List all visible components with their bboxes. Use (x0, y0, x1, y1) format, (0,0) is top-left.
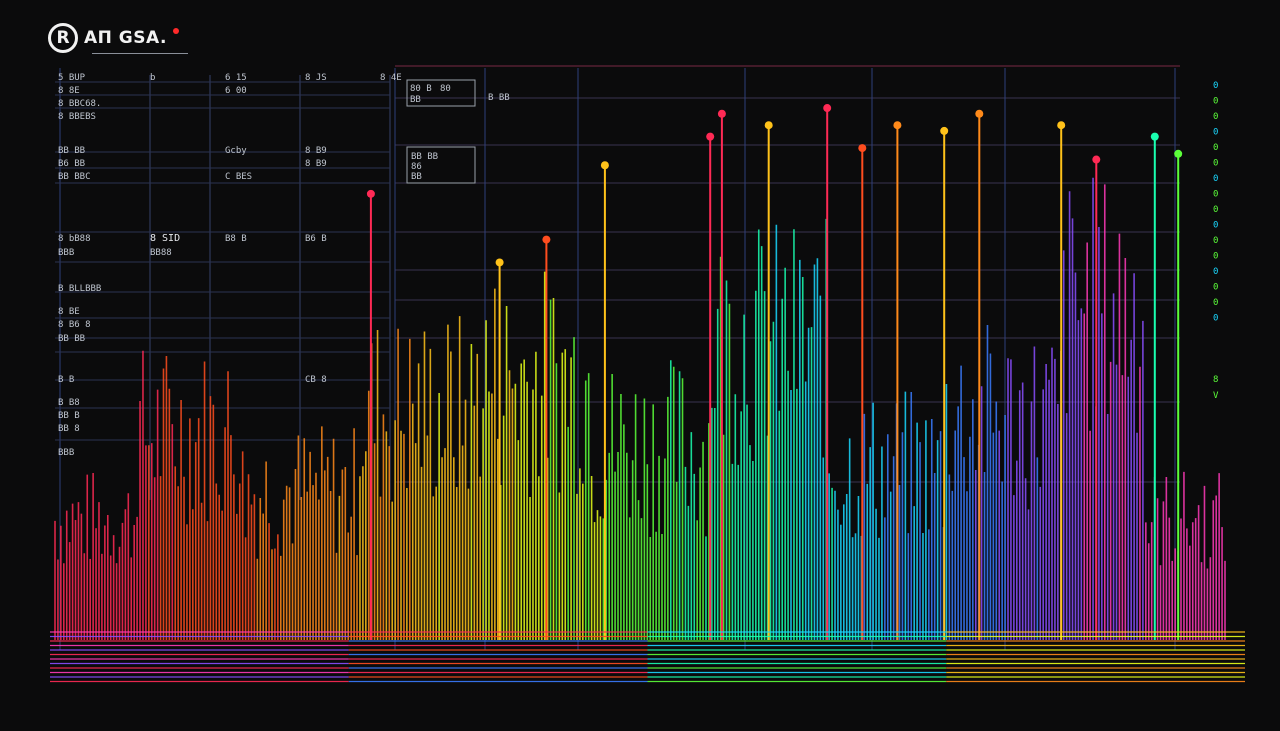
left-panel-label: BBB (58, 248, 74, 258)
info-box (406, 79, 476, 107)
brand-status-dot-icon (172, 28, 179, 34)
right-axis-tick: 0 (1213, 143, 1218, 153)
left-panel-label: 8 8E (58, 86, 80, 96)
left-panel-label: B6 B (305, 234, 327, 244)
left-panel-label: 8 BBEBS (58, 112, 96, 122)
peak-marker (940, 126, 949, 135)
right-axis-tick: 0 (1213, 314, 1218, 324)
left-panel-label: BB BB (58, 334, 85, 344)
left-panel-label: 8 BE (58, 307, 80, 317)
brand-underline (92, 53, 188, 54)
peak-marker (366, 189, 375, 198)
left-panel-label: B6 BB (58, 159, 85, 169)
left-panel-label: B B (58, 375, 74, 385)
left-panel-label: Gcby (225, 146, 247, 156)
left-panel-label: BB BBC (58, 172, 91, 182)
peak-marker (706, 132, 715, 141)
info-box-label: BB (410, 95, 421, 105)
left-panel-label: BB88 (150, 248, 172, 258)
chart-bars (54, 177, 1226, 640)
info-box-label: 80 B (410, 84, 432, 94)
peak-marker (1150, 132, 1159, 141)
chart-peaks (366, 104, 1183, 640)
info-box-label: BB (411, 172, 422, 182)
peak-marker (1174, 149, 1183, 158)
left-panel-label: b (150, 73, 155, 83)
info-box-label: BB BB (411, 152, 438, 162)
peak-marker (717, 109, 726, 118)
left-panel-label: CB 8 (305, 375, 327, 385)
info-box-label: 80 (440, 84, 451, 94)
peak-marker (764, 121, 773, 130)
right-axis-tick: 0 (1213, 283, 1218, 293)
right-axis-tick: 0 (1213, 159, 1218, 169)
left-panel-label: 8 B9 (305, 146, 327, 156)
right-axis-tick: 8 (1213, 375, 1218, 385)
peak-marker (495, 258, 504, 267)
left-panel-label: 8 SID (150, 233, 180, 244)
right-axis-tick: 0 (1213, 252, 1218, 262)
left-panel-label: BB BB (58, 146, 85, 156)
left-panel-label: 5 BUP (58, 73, 86, 83)
left-panel-label: BB B (58, 411, 80, 421)
left-panel-label: B BLLBBB (58, 284, 101, 294)
peak-marker (893, 121, 902, 130)
left-panel-labels: 5 BUP b 6 15 8 JS 8 4E 8 8E 6 00 8 BBC68. 8 BBEB… (58, 73, 402, 458)
brand: R AΠ GSA. (48, 18, 179, 58)
info-box-label: 86 (411, 162, 422, 172)
left-panel-label: C BES (225, 172, 252, 182)
left-panel-label: 6 00 (225, 86, 247, 96)
peak-marker (858, 144, 867, 153)
peak-marker (823, 104, 832, 113)
right-axis-tick: 0 (1213, 205, 1218, 215)
left-panel-label: BBB (58, 448, 74, 458)
right-axis-tick: 0 (1213, 298, 1218, 308)
info-box-side-label: B BB (488, 93, 510, 103)
chart-baselines (50, 631, 1245, 683)
left-panel-label: 8 BBC68. (58, 99, 101, 109)
left-panel-label: 8 B9 (305, 159, 327, 169)
right-axis: 0 0 0 0 0 0 0 0 0 0 0 0 0 0 0 0 8 V (1213, 81, 1219, 401)
right-axis-tick: 0 (1213, 112, 1218, 122)
right-axis-tick: 0 (1213, 174, 1218, 184)
right-axis-tick: 0 (1213, 81, 1218, 91)
left-panel-label: B8 B (225, 234, 247, 244)
brand-logo-icon: R (48, 23, 78, 53)
left-panel-label: 6 15 (225, 73, 247, 83)
left-panel-label: BB 8 (58, 424, 80, 434)
right-axis-tick: 0 (1213, 128, 1218, 138)
right-axis-tick: 0 (1213, 236, 1218, 246)
left-panel-label: 8 B6 8 (58, 320, 91, 330)
info-box (406, 146, 476, 184)
peak-marker (975, 109, 984, 118)
peak-marker (600, 161, 609, 170)
peak-marker (1092, 155, 1101, 164)
right-axis-tick: 0 (1213, 97, 1218, 107)
left-panel-label: 8 bB88 (58, 234, 91, 244)
right-axis-tick: 0 (1213, 221, 1218, 231)
right-axis-tick: 0 (1213, 190, 1218, 200)
left-panel-label: 8 JS (305, 73, 327, 83)
left-panel-label: 8 4E (380, 73, 402, 83)
peak-marker (1057, 121, 1066, 130)
right-axis-tick: 0 (1213, 267, 1218, 277)
peak-marker (542, 235, 551, 244)
right-axis-tick: V (1213, 391, 1219, 401)
left-panel-label: B B8 (58, 398, 80, 408)
brand-name: AΠ GSA. (84, 28, 167, 48)
